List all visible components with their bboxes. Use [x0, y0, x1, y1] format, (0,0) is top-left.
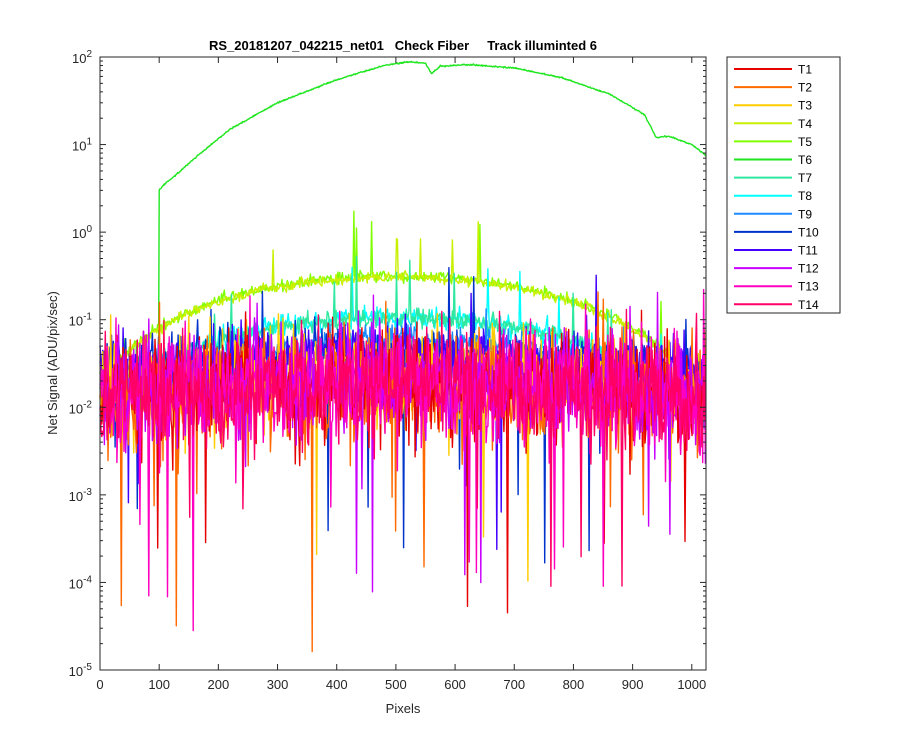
y-tick-base: 10 [72, 51, 86, 66]
y-tick-label: 10-3 [69, 487, 93, 504]
legend-label: T2 [798, 81, 812, 95]
legend-label: T6 [798, 153, 812, 167]
y-tick-base: 10 [69, 576, 83, 591]
x-tick-label: 200 [208, 677, 230, 692]
legend-label: T5 [798, 135, 812, 149]
x-axis: 0 100 200 300 400 500 600 700 800 900 1000 [96, 57, 706, 692]
y-tick-exponent: 2 [86, 49, 92, 60]
y-tick-base: 10 [69, 401, 83, 416]
legend-label: T14 [798, 298, 819, 312]
legend-label: T1 [798, 63, 812, 77]
legend-label: T10 [798, 225, 819, 239]
y-tick-label: 100 [72, 224, 92, 241]
y-tick-label: 10-4 [69, 574, 93, 591]
y-tick-exponent: -5 [83, 662, 92, 673]
y-axis-label: Net Signal (ADU/pix/sec) [45, 291, 60, 435]
y-tick-base: 10 [69, 664, 83, 679]
y-tick-label: 10-5 [69, 662, 93, 679]
legend-label: T3 [798, 99, 812, 113]
x-axis-label: Pixels [386, 701, 421, 716]
y-tick-exponent: -3 [83, 487, 92, 498]
x-tick-label: 300 [267, 677, 289, 692]
y-tick-exponent: 0 [86, 224, 92, 235]
y-tick-label: 10-1 [69, 312, 93, 329]
x-tick-label: 700 [503, 677, 525, 692]
series-layer [99, 60, 707, 653]
legend-label: T9 [798, 207, 812, 221]
legend-label: T11 [798, 244, 818, 258]
legend-label: T7 [798, 171, 812, 185]
y-tick-exponent: -2 [83, 399, 92, 410]
legend-label: T12 [798, 262, 819, 276]
x-tick-label: 600 [444, 677, 466, 692]
series-line-T6 [99, 60, 707, 430]
legend-box [726, 56, 841, 314]
series-line-T14 [99, 308, 707, 587]
y-tick-label: 10-2 [69, 399, 93, 416]
y-tick-label: 101 [72, 137, 92, 154]
legend-label: T13 [798, 280, 819, 294]
plot-frame [99, 56, 707, 671]
y-tick-base: 10 [69, 314, 83, 329]
x-tick-label: 800 [563, 677, 585, 692]
x-tick-label: 100 [148, 677, 170, 692]
series-line-T4 [99, 221, 707, 407]
y-tick-exponent: -4 [83, 574, 92, 585]
x-tick-label: 1000 [677, 677, 706, 692]
y-tick-base: 10 [69, 489, 83, 504]
x-tick-label: 500 [385, 677, 407, 692]
legend: T1 T2 T3 T4 T5 T6 T7 T8 T9 T10 T11 T12 T13 T14 [726, 56, 841, 314]
y-tick-exponent: 1 [86, 137, 92, 148]
y-tick-label: 102 [72, 49, 92, 66]
y-tick-base: 10 [72, 226, 86, 241]
x-tick-label: 900 [622, 677, 644, 692]
legend-label: T8 [798, 189, 812, 203]
x-tick-label: 0 [96, 677, 103, 692]
y-tick-base: 10 [72, 139, 86, 154]
y-tick-exponent: -1 [83, 312, 92, 323]
x-tick-label: 400 [326, 677, 348, 692]
legend-label: T4 [798, 117, 812, 131]
chart-title: RS_20181207_042215_net01 Check Fiber Tra… [209, 38, 597, 53]
